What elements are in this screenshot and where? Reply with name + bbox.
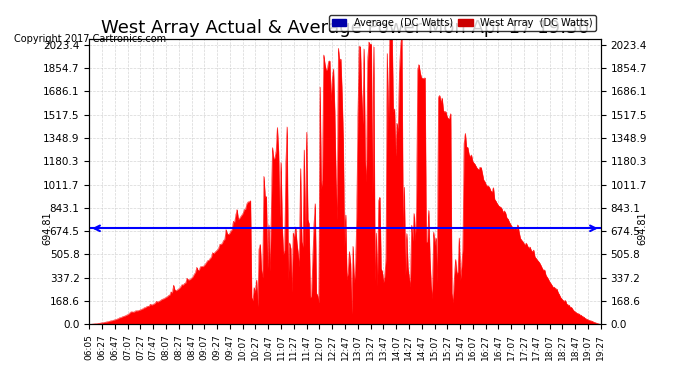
Legend: Average  (DC Watts), West Array  (DC Watts): Average (DC Watts), West Array (DC Watts… (328, 15, 596, 31)
Text: Copyright 2017 Cartronics.com: Copyright 2017 Cartronics.com (14, 34, 166, 44)
Title: West Array Actual & Average Power Mon Apr 17 19:36: West Array Actual & Average Power Mon Ap… (101, 20, 589, 38)
Text: 694.81: 694.81 (638, 211, 647, 245)
Text: 694.81: 694.81 (43, 211, 52, 245)
